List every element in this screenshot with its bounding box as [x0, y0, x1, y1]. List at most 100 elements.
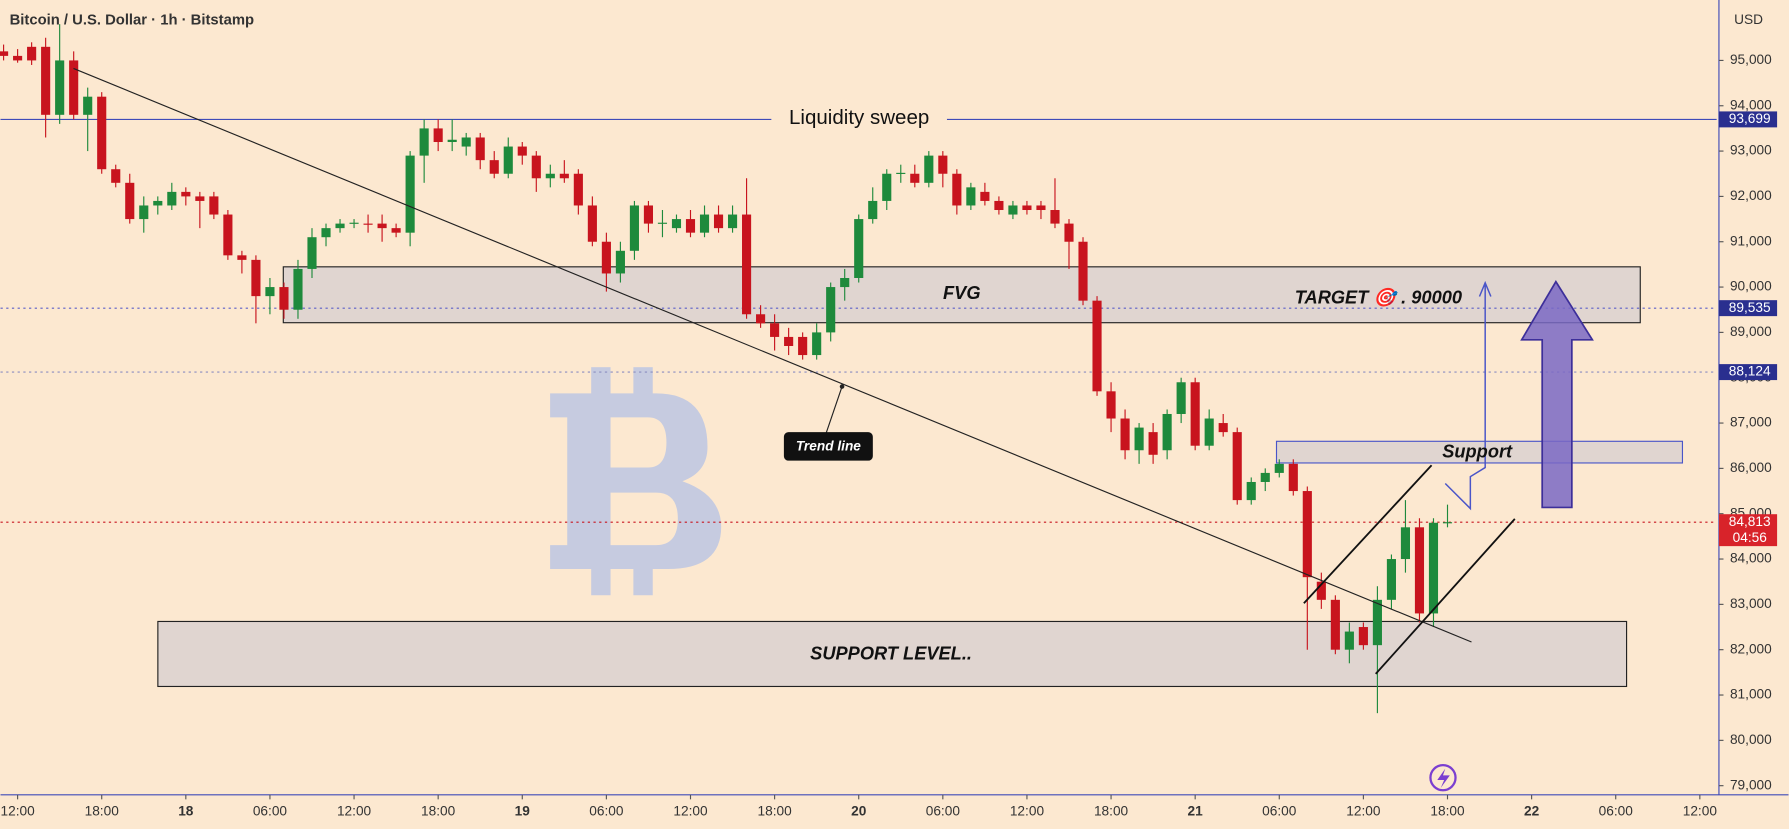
candle-body: [181, 191, 191, 197]
x-tick-label: 22: [1524, 804, 1540, 819]
candle-body: [1106, 391, 1116, 419]
candle-body: [1232, 432, 1242, 501]
y-tick-label: 94,000: [1730, 97, 1772, 112]
candle-body: [209, 196, 219, 215]
fvg-label: FVG: [943, 282, 980, 303]
candle-body: [1078, 241, 1088, 301]
candle-body: [601, 241, 611, 274]
candle-body: [153, 200, 163, 206]
candle-body: [391, 228, 401, 233]
candle-body: [1162, 413, 1172, 451]
candle-body: [405, 155, 415, 233]
candle-body: [994, 200, 1004, 211]
candle-body: [742, 214, 752, 315]
x-tick-label: 12:00: [1683, 804, 1718, 819]
candle-body: [265, 287, 275, 297]
candle-body: [980, 191, 990, 201]
candle-body: [223, 214, 233, 256]
candle-body: [1050, 210, 1060, 224]
y-tick-label: 90,000: [1730, 279, 1772, 294]
fvg-zone: [282, 266, 1641, 324]
candle-body: [1218, 423, 1228, 433]
price-tag: [1718, 364, 1778, 381]
candle-body: [0, 51, 9, 56]
candle-body: [475, 137, 485, 161]
channel-lower: [1375, 518, 1516, 675]
candle-body: [756, 314, 766, 324]
y-tick-label: 93,000: [1730, 143, 1772, 158]
x-tick-label: 18:00: [757, 804, 792, 819]
x-tick-label: 18:00: [1094, 804, 1129, 819]
candle-body: [573, 173, 583, 206]
candle-body: [770, 323, 780, 337]
candle-body: [279, 287, 289, 310]
candle-body: [615, 250, 625, 274]
candle-body: [545, 173, 555, 179]
candle-body: [41, 46, 51, 115]
candle-body: [629, 205, 639, 251]
candle-body: [868, 200, 878, 220]
price-tag-label: 89,535: [1729, 300, 1771, 315]
y-tick-label: 95,000: [1730, 52, 1772, 67]
candle-body: [517, 146, 527, 156]
candle-body: [1036, 205, 1046, 211]
y-tick-label: 82,000: [1730, 641, 1772, 656]
candle-body: [1316, 581, 1326, 600]
candle-body: [1260, 472, 1270, 482]
candle-body: [69, 60, 79, 115]
candle-body: [13, 55, 23, 61]
candle-body: [1330, 599, 1340, 650]
candle-body: [1092, 300, 1102, 392]
candle-body: [83, 96, 93, 115]
candle-body: [363, 223, 373, 225]
candle-body: [1400, 527, 1411, 560]
price-tag-label: 88,124: [1729, 364, 1771, 379]
x-tick-label: 18:00: [85, 804, 120, 819]
candle-body: [1008, 205, 1018, 215]
candle-body: [910, 173, 920, 183]
y-tick-label: 89,000: [1730, 324, 1772, 339]
candle-body: [587, 205, 597, 242]
price-tag-label: 93,699: [1729, 111, 1771, 126]
y-tick-label: 83,000: [1730, 596, 1772, 611]
price-tag-label: 84,813: [1729, 514, 1771, 529]
trend-line-label: Trend line: [796, 439, 861, 454]
candle-body: [167, 191, 177, 206]
candle-body: [938, 155, 948, 174]
candle-body: [1246, 481, 1256, 501]
x-tick-label: 21: [1188, 804, 1204, 819]
candle-body: [966, 187, 976, 206]
candle-body: [699, 214, 710, 233]
trend-line-tag: [783, 432, 873, 461]
candle-body: [195, 196, 205, 201]
candle-body: [419, 128, 429, 156]
currency-label[interactable]: USD: [1734, 12, 1763, 27]
candle-body: [1302, 491, 1312, 578]
y-tick-label: 79,000: [1730, 777, 1772, 792]
replay-icon[interactable]: [1429, 764, 1457, 792]
x-tick-label: 12:00: [1346, 804, 1381, 819]
y-tick-label: 92,000: [1730, 188, 1772, 203]
support-level-label: SUPPORT LEVEL..: [810, 642, 972, 663]
candle-body: [1442, 522, 1453, 524]
candle-body: [1414, 527, 1425, 614]
y-tick-label: 81,000: [1730, 687, 1772, 702]
candle-body: [1204, 418, 1214, 446]
y-tick-label: 91,000: [1730, 233, 1772, 248]
price-tag: [1718, 111, 1778, 128]
x-tick-label: 12:00: [673, 804, 708, 819]
candle-body: [1190, 382, 1200, 446]
candle-body: [125, 182, 135, 220]
candle-body: [713, 214, 724, 229]
liquidity-label: Liquidity sweep: [789, 106, 929, 129]
candle-body: [251, 259, 261, 297]
candle-body: [447, 139, 457, 143]
candle-body: [1428, 522, 1439, 614]
candle-body: [826, 287, 836, 333]
candle-body: [1288, 463, 1298, 492]
candle-body: [97, 96, 107, 170]
trend-line: [73, 67, 1472, 643]
price-tag: [1718, 514, 1778, 547]
candle-body: [1274, 463, 1284, 473]
x-tick-label: 06:00: [926, 804, 961, 819]
